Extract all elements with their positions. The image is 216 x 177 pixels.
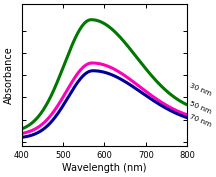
Y-axis label: Absorbance: Absorbance xyxy=(4,46,14,104)
Text: 70 nm: 70 nm xyxy=(188,113,212,128)
Text: 50 nm: 50 nm xyxy=(188,100,212,115)
X-axis label: Wavelength (nm): Wavelength (nm) xyxy=(62,163,147,173)
Text: 30 nm: 30 nm xyxy=(188,82,212,97)
